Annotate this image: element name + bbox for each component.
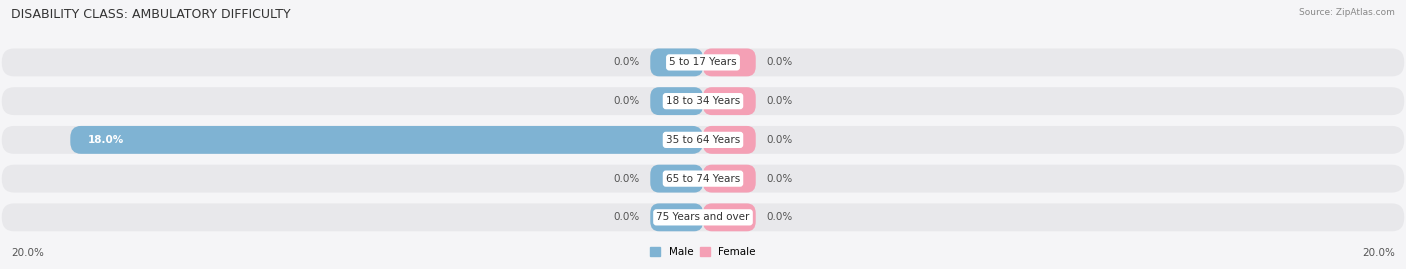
Text: 75 Years and over: 75 Years and over — [657, 212, 749, 222]
FancyBboxPatch shape — [703, 203, 756, 231]
Text: 0.0%: 0.0% — [613, 96, 640, 106]
Text: 0.0%: 0.0% — [613, 174, 640, 184]
Text: Source: ZipAtlas.com: Source: ZipAtlas.com — [1299, 8, 1395, 17]
Text: 20.0%: 20.0% — [1362, 248, 1395, 258]
FancyBboxPatch shape — [1, 87, 1405, 115]
Text: 0.0%: 0.0% — [613, 57, 640, 68]
Text: 65 to 74 Years: 65 to 74 Years — [666, 174, 740, 184]
Text: DISABILITY CLASS: AMBULATORY DIFFICULTY: DISABILITY CLASS: AMBULATORY DIFFICULTY — [11, 8, 291, 21]
Text: 0.0%: 0.0% — [766, 57, 793, 68]
FancyBboxPatch shape — [1, 126, 1405, 154]
Text: 0.0%: 0.0% — [766, 212, 793, 222]
Text: 35 to 64 Years: 35 to 64 Years — [666, 135, 740, 145]
FancyBboxPatch shape — [650, 165, 703, 193]
Text: 0.0%: 0.0% — [766, 96, 793, 106]
Text: 0.0%: 0.0% — [613, 212, 640, 222]
FancyBboxPatch shape — [703, 126, 756, 154]
FancyBboxPatch shape — [703, 165, 756, 193]
Text: 0.0%: 0.0% — [766, 135, 793, 145]
Text: 0.0%: 0.0% — [766, 174, 793, 184]
Legend: Male, Female: Male, Female — [645, 243, 761, 261]
FancyBboxPatch shape — [70, 126, 703, 154]
FancyBboxPatch shape — [1, 165, 1405, 193]
Text: 18 to 34 Years: 18 to 34 Years — [666, 96, 740, 106]
FancyBboxPatch shape — [650, 87, 703, 115]
FancyBboxPatch shape — [650, 48, 703, 76]
FancyBboxPatch shape — [703, 87, 756, 115]
Text: 20.0%: 20.0% — [11, 248, 44, 258]
FancyBboxPatch shape — [1, 203, 1405, 231]
FancyBboxPatch shape — [650, 203, 703, 231]
FancyBboxPatch shape — [1, 48, 1405, 76]
Text: 18.0%: 18.0% — [87, 135, 124, 145]
Text: 5 to 17 Years: 5 to 17 Years — [669, 57, 737, 68]
FancyBboxPatch shape — [703, 48, 756, 76]
